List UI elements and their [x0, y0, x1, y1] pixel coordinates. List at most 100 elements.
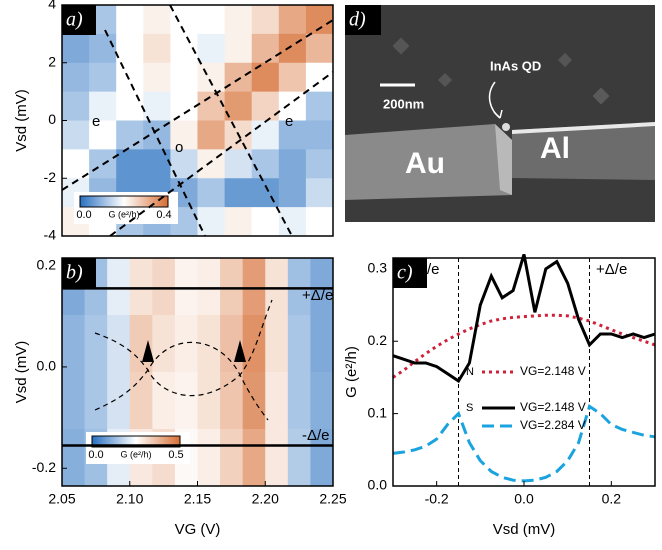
heat-cell — [116, 5, 144, 34]
y-axis-label: Vsd (mV) — [13, 89, 30, 152]
heat-cell — [310, 372, 333, 430]
heat-cell — [198, 121, 226, 150]
heat-cell — [252, 121, 280, 150]
heat-cell — [198, 178, 226, 207]
heat-cell — [175, 258, 198, 316]
y-tick-label: 0.3 — [368, 260, 388, 276]
heat-cell — [116, 34, 144, 63]
panel-label: b) — [66, 262, 83, 284]
au-label: Au — [405, 147, 445, 180]
x-axis-label: VG (V) — [175, 521, 221, 538]
x-tick-label: 0.2 — [602, 491, 622, 507]
heat-cell — [198, 63, 226, 92]
heat-cell — [85, 372, 108, 430]
heat-cell — [288, 315, 311, 373]
heat-cell — [62, 63, 90, 92]
heat-cell — [225, 34, 253, 63]
heat-cell — [198, 258, 221, 316]
x-tick-label: 0.0 — [514, 491, 534, 507]
y-tick-label: 0.2 — [368, 332, 388, 348]
heat-cell — [279, 63, 307, 92]
y-tick-label: -4 — [44, 227, 57, 243]
heat-cell — [116, 92, 144, 121]
heat-cell — [89, 63, 117, 92]
heat-cell — [306, 178, 334, 207]
heat-cell — [198, 207, 226, 236]
heat-cell — [252, 207, 280, 236]
heat-cell — [220, 429, 243, 487]
heat-cell — [198, 5, 226, 34]
annotation: o — [175, 139, 183, 156]
heat-cell — [116, 121, 144, 150]
heat-cell — [220, 258, 243, 316]
annotation: e — [285, 113, 293, 130]
y-tick-label: 0.2 — [37, 256, 57, 272]
panel-label: d) — [349, 9, 366, 31]
heat-cell — [89, 34, 117, 63]
heat-cell — [152, 372, 175, 430]
heat-cell — [143, 63, 171, 92]
heat-cell — [225, 178, 253, 207]
heat-cell — [252, 149, 280, 178]
colorbar — [80, 196, 168, 207]
heat-cell — [252, 92, 280, 121]
heat-cell — [107, 372, 130, 430]
heat-cell — [198, 34, 226, 63]
x-tick-label: 2.05 — [48, 491, 75, 507]
y-tick-label: 0.1 — [368, 404, 388, 420]
heat-cell — [265, 429, 288, 487]
heat-cell — [143, 5, 171, 34]
heat-cell — [62, 92, 90, 121]
panel-label: a) — [66, 9, 83, 31]
legend-label: VG=2.148 V — [520, 400, 586, 414]
annotation: +Δ/e — [302, 287, 333, 304]
heat-cell — [198, 92, 226, 121]
heat-cell — [143, 34, 171, 63]
y-tick-label: 0.0 — [368, 477, 388, 493]
x-tick-label: 2.20 — [252, 491, 279, 507]
heat-cell — [85, 315, 108, 373]
x-tick-label: -0.2 — [425, 491, 449, 507]
heat-cell — [130, 258, 153, 316]
heat-cell — [225, 5, 253, 34]
heat-cell — [306, 207, 334, 236]
legend-label: VG=2.284 V — [520, 418, 586, 432]
y-tick-label: 0 — [48, 111, 56, 127]
x-tick-label: 2.10 — [116, 491, 143, 507]
heat-cell — [62, 315, 85, 373]
heat-cell — [225, 207, 253, 236]
heat-cell — [306, 121, 334, 150]
heat-cell — [243, 315, 266, 373]
annotation: -Δ/e — [302, 427, 330, 444]
heat-cell — [306, 34, 334, 63]
heat-cell — [279, 34, 307, 63]
heat-cell — [252, 5, 280, 34]
heat-cell — [243, 429, 266, 487]
colorbar-label: 0.4 — [156, 209, 171, 221]
heat-cell — [306, 92, 334, 121]
scale-label: 200nm — [383, 96, 424, 111]
al-label: Al — [540, 132, 570, 165]
heat-cell — [252, 178, 280, 207]
heat-cell — [310, 315, 333, 373]
heat-cell — [252, 63, 280, 92]
heat-cell — [107, 315, 130, 373]
heat-cell — [279, 207, 307, 236]
heat-cell — [243, 372, 266, 430]
panel-label: c) — [397, 262, 413, 284]
heat-cell — [288, 372, 311, 430]
colorbar-label: 0.0 — [88, 449, 103, 461]
heat-cell — [130, 372, 153, 430]
heat-cell — [175, 372, 198, 430]
heat-cell — [198, 315, 221, 373]
heat-cell — [152, 315, 175, 373]
heat-cell — [107, 258, 130, 316]
annotation: e — [92, 113, 100, 130]
heat-cell — [225, 63, 253, 92]
heat-cell — [62, 429, 85, 487]
dot-label: InAs QD — [490, 58, 541, 73]
heat-cell — [306, 149, 334, 178]
heat-cell — [198, 372, 221, 430]
heat-cell — [62, 34, 90, 63]
